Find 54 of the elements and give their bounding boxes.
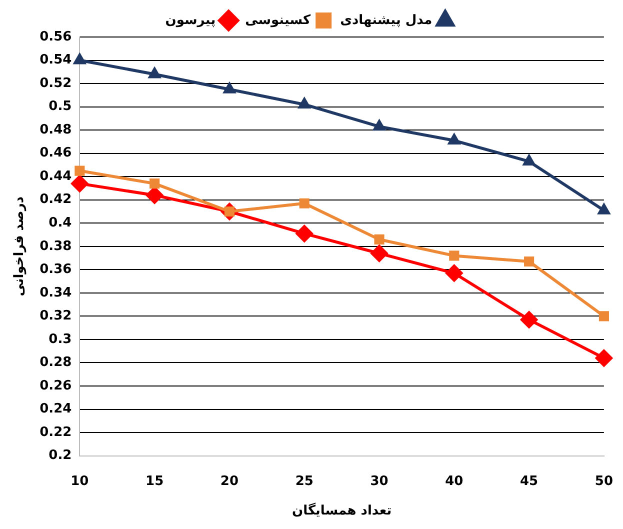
- point: [74, 54, 86, 64]
- point: [520, 311, 538, 328]
- x-tick-label: 45: [520, 474, 538, 489]
- point: [595, 350, 612, 367]
- point: [298, 98, 310, 108]
- point: [148, 68, 160, 78]
- y-tick-label: 0.34: [40, 285, 72, 300]
- y-tick-label: 0.28: [40, 355, 72, 370]
- legend-label: کسینوسی: [245, 12, 312, 28]
- y-tick-label: 0.42: [40, 192, 72, 208]
- x-tick-label: 15: [146, 474, 164, 489]
- point: [74, 166, 85, 176]
- x-tick-label: 20: [220, 474, 239, 489]
- y-tick-label: 0.48: [40, 122, 72, 138]
- x-tick-label: 40: [445, 474, 464, 489]
- y-tick-label: 0.54: [40, 52, 72, 68]
- point: [373, 120, 386, 131]
- y-tick-label: 0.46: [40, 146, 72, 161]
- point: [374, 234, 384, 244]
- y-tick-label: 0.4: [48, 216, 72, 231]
- point: [71, 175, 88, 192]
- y-tick-label: 0.52: [40, 76, 72, 91]
- y-tick-label: 0.56: [40, 29, 72, 44]
- y-tick-label: 0.5: [48, 99, 72, 114]
- x-tick-label: 50: [594, 474, 613, 489]
- x-tick-label: 25: [295, 474, 314, 489]
- point: [370, 244, 388, 262]
- y-tick-label: 0.44: [40, 168, 72, 184]
- point: [446, 264, 463, 282]
- point: [299, 198, 310, 208]
- point: [150, 178, 160, 189]
- point: [524, 256, 534, 267]
- point: [449, 250, 460, 261]
- legend-label: پیرسون: [165, 12, 216, 28]
- y-tick-label: 0.2: [48, 448, 72, 464]
- point: [146, 186, 164, 204]
- y-tick-label: 0.32: [40, 308, 72, 324]
- point: [598, 204, 610, 214]
- y-tick-label: 0.24: [40, 402, 72, 417]
- y-tick-label: 0.38: [40, 238, 72, 254]
- y-axis-title: درصد فراخوانی: [12, 196, 28, 296]
- x-axis-title: تعداد همسایگان: [292, 502, 392, 519]
- legend-label: مدل پیشنهادی: [340, 12, 432, 28]
- x-tick-label: 10: [70, 474, 89, 489]
- y-tick-label: 0.3: [48, 332, 72, 347]
- point: [296, 225, 313, 242]
- x-tick-label: 30: [370, 474, 388, 489]
- y-tick-label: 0.22: [40, 424, 72, 440]
- y-tick-label: 0.36: [40, 262, 72, 278]
- y-tick-label: 0.26: [40, 378, 72, 394]
- point: [598, 311, 609, 322]
- point: [448, 134, 460, 145]
- point: [224, 82, 236, 94]
- point: [523, 154, 535, 166]
